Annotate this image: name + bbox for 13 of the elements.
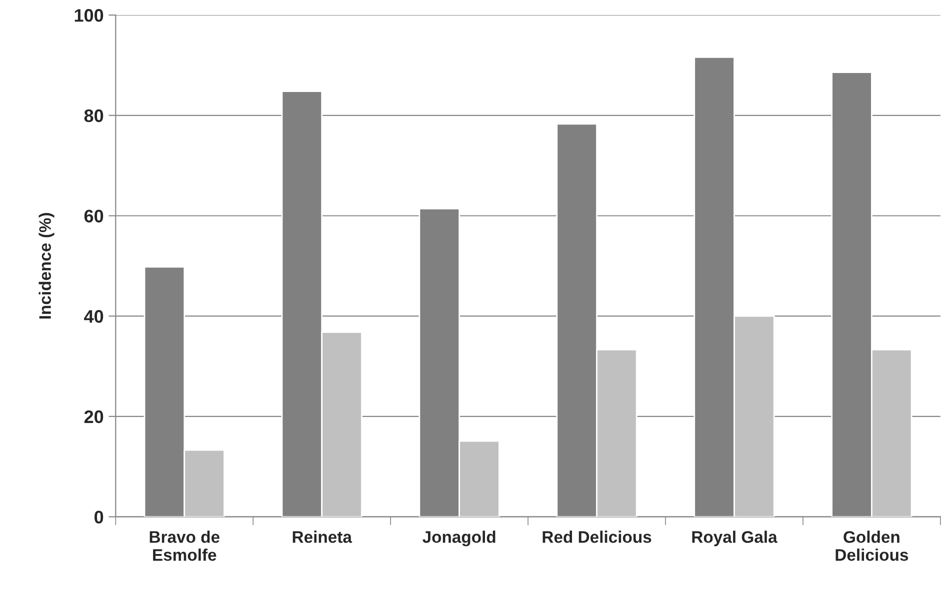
y-tick-label: 20	[84, 410, 104, 424]
y-tick-label: 60	[84, 210, 104, 222]
y-tick-label: 80	[84, 109, 104, 122]
x-tick-label: Royal Gala	[692, 530, 778, 546]
y-tick-label: 40	[84, 310, 104, 323]
x-tick-label: Bravo de Esmolfe	[150, 530, 220, 561]
y-tick-label: 0	[94, 510, 104, 524]
y-tick-label: 100	[74, 9, 104, 22]
y-axis-title: Incidence (%)	[38, 213, 54, 319]
x-tick-label: Golden Delicious	[836, 530, 908, 561]
x-tick-label: Reineta	[292, 530, 352, 543]
x-tick-label: Red Delicious	[542, 530, 652, 543]
x-tick-label: Jonagold	[422, 530, 496, 546]
